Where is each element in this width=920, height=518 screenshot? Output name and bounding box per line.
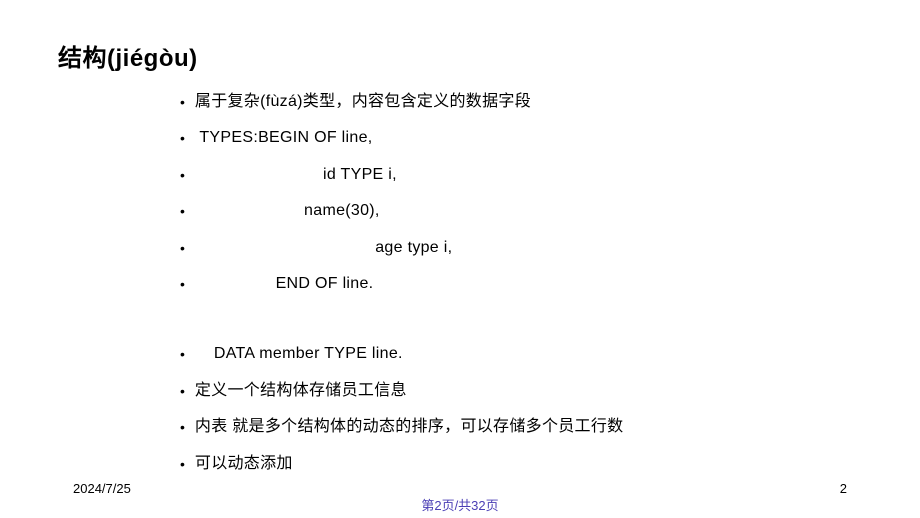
bullet-text: 属于复杂(fùzá)类型，内容包含定义的数据字段 (195, 91, 531, 113)
slide-content: • 属于复杂(fùzá)类型，内容包含定义的数据字段 • TYPES:BEGIN O… (58, 91, 862, 475)
bullet-dot-icon: • (180, 273, 185, 295)
bullet-dot-icon: • (180, 237, 185, 259)
footer-date: 2024/7/25 (73, 481, 131, 496)
bullet-text: END OF line. (195, 273, 374, 295)
bullet-dot-icon: • (180, 453, 185, 475)
bullet-item: • DATA member TYPE line. (180, 343, 862, 365)
bullet-dot-icon: • (180, 200, 185, 222)
bullet-item: • age type i, (180, 237, 862, 259)
bullet-item: • 可以动态添加 (180, 453, 862, 475)
bullet-dot-icon: • (180, 91, 185, 113)
bullet-text: 可以动态添加 (195, 453, 293, 475)
footer-center-text: 第2页/共32页 (421, 495, 498, 514)
bullet-text: name(30), (195, 200, 380, 222)
bullet-text: age type i, (195, 237, 452, 259)
bullet-item: • id TYPE i, (180, 164, 862, 186)
bullet-dot-icon: • (180, 380, 185, 402)
bullet-item: • TYPES:BEGIN OF line, (180, 127, 862, 149)
bullet-dot-icon: • (180, 164, 185, 186)
bullet-item: • END OF line. (180, 273, 862, 295)
bullet-text: 内表 就是多个结构体的动态的排序，可以存储多个员工行数 (195, 416, 624, 438)
bullet-spacer (180, 309, 862, 343)
slide-container: 结构(jiégòu) • 属于复杂(fùzá)类型，内容包含定义的数据字段 • TY… (0, 0, 920, 518)
bullet-dot-icon: • (180, 343, 185, 365)
bullet-item: • 属于复杂(fùzá)类型，内容包含定义的数据字段 (180, 91, 862, 113)
bullet-item: • name(30), (180, 200, 862, 222)
bullet-text: id TYPE i, (195, 164, 397, 186)
slide-title: 结构(jiégòu) (58, 38, 862, 73)
bullet-item: • 定义一个结构体存储员工信息 (180, 380, 862, 402)
bullet-dot-icon: • (180, 127, 185, 149)
bullet-item: • 内表 就是多个结构体的动态的排序，可以存储多个员工行数 (180, 416, 862, 438)
bullet-text: TYPES:BEGIN OF line, (195, 127, 373, 149)
footer-page-number: 2 (840, 481, 847, 496)
bullet-dot-icon: • (180, 416, 185, 438)
bullet-text: DATA member TYPE line. (195, 343, 403, 365)
bullet-text: 定义一个结构体存储员工信息 (195, 380, 407, 402)
